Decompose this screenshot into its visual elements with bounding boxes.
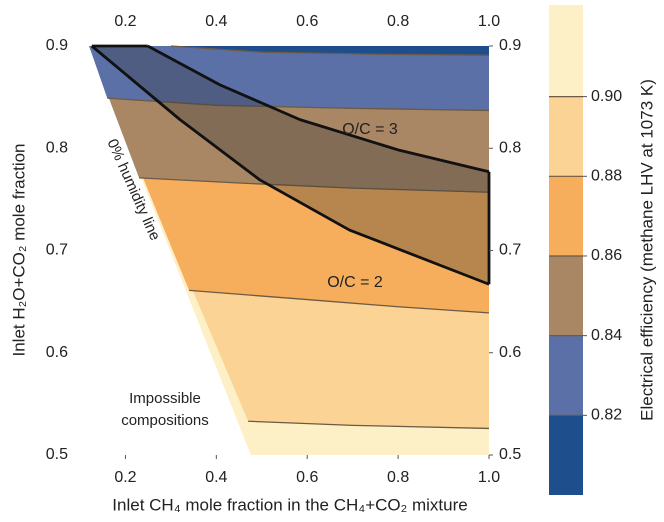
contour-line [189,289,490,314]
colorbar-tick-label: 0.88 [591,168,622,185]
x-tick-label-top: 0.2 [114,13,136,30]
y-axis-label: Inlet H₂O+CO₂ mole fraction [9,143,28,356]
colorbar-band [549,5,583,97]
y-tick-label-right: 0.9 [499,37,521,54]
contour-line [139,177,490,193]
colorbar-band [549,415,583,495]
contour-line [107,97,490,112]
y-tick-label-right: 0.8 [499,139,521,156]
x-tick-label: 0.8 [387,469,409,486]
colorbar-band [549,96,583,177]
contour-line [170,45,490,56]
x-tick-label-top: 0.4 [205,13,227,30]
colorbar-band [549,255,583,336]
colorbar-tick-label: 0.90 [591,88,622,105]
colorbar-tick-label: 0.86 [591,247,622,264]
x-tick-label: 0.6 [296,469,318,486]
y-tick-label: 0.5 [46,446,68,463]
y-tick-label: 0.9 [46,37,68,54]
oc-region [91,46,489,285]
y-tick-label-right: 0.5 [499,446,521,463]
x-tick-label: 0.2 [114,469,136,486]
contour-line [248,420,490,430]
oc-curve [90,44,490,286]
colorbar-tick-label: 0.84 [591,327,622,344]
x-tick-label: 1.0 [478,469,500,486]
x-tick-label-top: 0.8 [387,13,409,30]
y-tick-label: 0.8 [46,139,68,156]
y-tick-label: 0.7 [46,242,68,259]
y-tick-label: 0.6 [46,344,68,361]
colorbar-tick-label: 0.82 [591,407,622,424]
band-region [89,46,489,111]
oc-curve [147,44,490,174]
annotation: compositions [121,412,209,429]
x-tick-label-top: 1.0 [478,13,500,30]
band-region [89,46,489,56]
annotation: Impossible [129,390,201,407]
annotation: O/C = 3 [342,121,398,138]
x-axis-label: Inlet CH₄ mole fraction in the CH₄+CO₂ m… [112,495,467,514]
y-tick-label-right: 0.6 [499,344,521,361]
annotation: O/C = 2 [327,274,383,291]
y-tick-label-right: 0.7 [499,242,521,259]
colorbar-band [549,335,583,416]
colorbar-label: Electrical efficiency (methane LHV at 10… [637,79,656,421]
x-tick-label: 0.4 [205,469,227,486]
x-tick-label-top: 0.6 [296,13,318,30]
colorbar-band [549,176,583,256]
